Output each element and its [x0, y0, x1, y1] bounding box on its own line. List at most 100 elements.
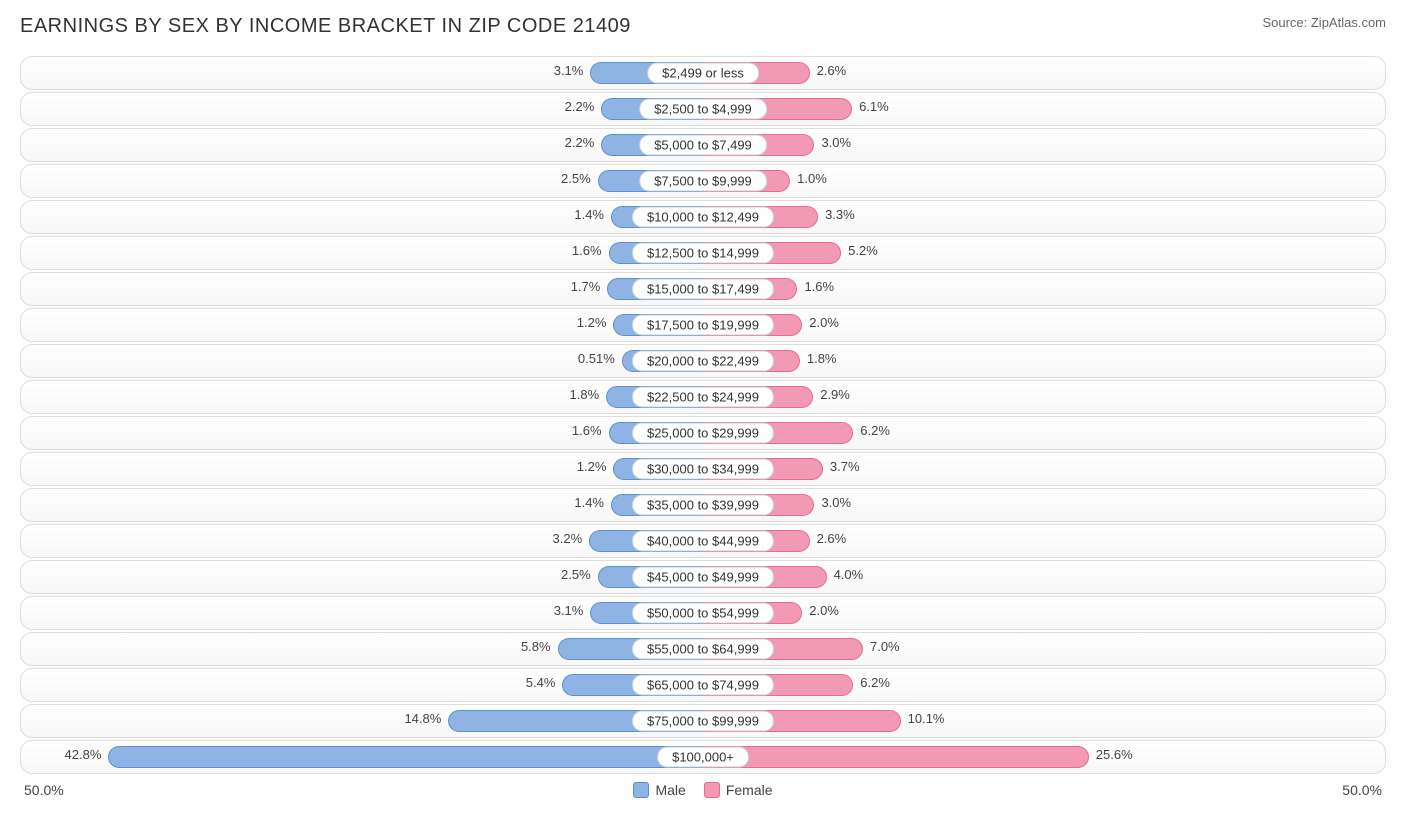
- female-pct-label: 3.0%: [813, 135, 851, 150]
- female-half: 2.6%: [703, 57, 1385, 89]
- male-pct-label: 1.7%: [571, 279, 609, 294]
- male-pct-label: 2.5%: [561, 171, 599, 186]
- male-half: 1.7%: [21, 273, 703, 305]
- chart-row: 1.7% 1.6% $15,000 to $17,499: [20, 272, 1386, 306]
- male-half: 0.51%: [21, 345, 703, 377]
- male-half: 3.2%: [21, 525, 703, 557]
- chart-row: 1.4%3.3%$10,000 to $12,499: [20, 200, 1386, 234]
- male-pct-label: 5.4%: [526, 675, 564, 690]
- chart-row: 14.8%10.1%$75,000 to $99,999: [20, 704, 1386, 738]
- source-attribution: Source: ZipAtlas.com: [1262, 15, 1386, 30]
- male-half: 2.2%: [21, 129, 703, 161]
- chart-row: 2.5% 1.0%$7,500 to $9,999: [20, 164, 1386, 198]
- legend-male-label: Male: [655, 782, 685, 798]
- chart-row: 5.8% 7.0%$55,000 to $64,999: [20, 632, 1386, 666]
- male-pct-label: 1.8%: [570, 387, 608, 402]
- bracket-label: $35,000 to $39,999: [632, 495, 774, 516]
- male-half: 1.2%: [21, 309, 703, 341]
- male-pct-label: 2.2%: [565, 99, 603, 114]
- male-half: 1.4%: [21, 489, 703, 521]
- male-half: 2.2%: [21, 93, 703, 125]
- chart-row: 1.2% 2.0% $17,500 to $19,999: [20, 308, 1386, 342]
- male-half: 3.1%: [21, 597, 703, 629]
- bracket-label: $65,000 to $74,999: [632, 675, 774, 696]
- bracket-label: $100,000+: [657, 747, 749, 768]
- bracket-label: $22,500 to $24,999: [632, 387, 774, 408]
- chart-row: 2.2% 3.0% $5,000 to $7,499: [20, 128, 1386, 162]
- female-half: 3.7%: [703, 453, 1385, 485]
- chart-row: 1.8% 2.9% $22,500 to $24,999: [20, 380, 1386, 414]
- bracket-label: $17,500 to $19,999: [632, 315, 774, 336]
- legend-female-label: Female: [726, 782, 773, 798]
- chart-title: EARNINGS BY SEX BY INCOME BRACKET IN ZIP…: [20, 15, 631, 38]
- female-half: 3.0%: [703, 129, 1385, 161]
- female-half: 2.9%: [703, 381, 1385, 413]
- male-half: 1.4%: [21, 201, 703, 233]
- female-pct-label: 1.8%: [799, 351, 837, 366]
- chart-row: 2.5% 4.0%$45,000 to $49,999: [20, 560, 1386, 594]
- bracket-label: $10,000 to $12,499: [632, 207, 774, 228]
- bracket-label: $55,000 to $64,999: [632, 639, 774, 660]
- chart-row: 5.4%6.2%$65,000 to $74,999: [20, 668, 1386, 702]
- female-half: 7.0%: [703, 633, 1385, 665]
- female-half: 4.0%: [703, 561, 1385, 593]
- female-half: 2.6%: [703, 525, 1385, 557]
- female-half: 6.1%: [703, 93, 1385, 125]
- male-pct-label: 3.1%: [554, 603, 592, 618]
- male-half: 5.4%: [21, 669, 703, 701]
- chart-row: 1.6% 6.2% $25,000 to $29,999: [20, 416, 1386, 450]
- female-pct-label: 2.0%: [801, 603, 839, 618]
- male-pct-label: 1.2%: [577, 315, 615, 330]
- female-pct-label: 3.7%: [822, 459, 860, 474]
- male-half: 1.2%: [21, 453, 703, 485]
- bracket-label: $7,500 to $9,999: [639, 171, 767, 192]
- male-pct-label: 2.5%: [561, 567, 599, 582]
- female-half: 1.0%: [703, 165, 1385, 197]
- male-bar: 42.8%: [108, 746, 703, 768]
- male-half: 3.1%: [21, 57, 703, 89]
- female-pct-label: 25.6%: [1088, 747, 1133, 762]
- female-pct-label: 6.2%: [852, 423, 890, 438]
- female-half: 1.6%: [703, 273, 1385, 305]
- female-pct-label: 10.1%: [900, 711, 945, 726]
- male-half: 14.8%: [21, 705, 703, 737]
- female-half: 3.3%: [703, 201, 1385, 233]
- female-half: 6.2%: [703, 417, 1385, 449]
- female-pct-label: 5.2%: [840, 243, 878, 258]
- chart-footer: 50.0% Male Female 50.0%: [20, 782, 1386, 798]
- chart-row: 1.2% 3.7% $30,000 to $34,999: [20, 452, 1386, 486]
- female-pct-label: 1.6%: [796, 279, 834, 294]
- female-pct-label: 2.0%: [801, 315, 839, 330]
- male-pct-label: 3.2%: [553, 531, 591, 546]
- bracket-label: $12,500 to $14,999: [632, 243, 774, 264]
- male-pct-label: 3.1%: [554, 63, 592, 78]
- female-half: 5.2%: [703, 237, 1385, 269]
- male-half: 5.8%: [21, 633, 703, 665]
- legend: Male Female: [633, 782, 772, 798]
- male-half: 1.8%: [21, 381, 703, 413]
- male-pct-label: 1.6%: [572, 243, 610, 258]
- male-pct-label: 42.8%: [65, 747, 110, 762]
- bracket-label: $5,000 to $7,499: [639, 135, 767, 156]
- bracket-label: $15,000 to $17,499: [632, 279, 774, 300]
- bracket-label: $50,000 to $54,999: [632, 603, 774, 624]
- bracket-label: $45,000 to $49,999: [632, 567, 774, 588]
- female-half: 2.0%: [703, 309, 1385, 341]
- bracket-label: $30,000 to $34,999: [632, 459, 774, 480]
- female-bar: 25.6%: [703, 746, 1089, 768]
- male-half: 1.6%: [21, 417, 703, 449]
- female-pct-label: 2.9%: [812, 387, 850, 402]
- bracket-label: $40,000 to $44,999: [632, 531, 774, 552]
- female-swatch-icon: [704, 782, 720, 798]
- male-half: 2.5%: [21, 561, 703, 593]
- female-half: 10.1%: [703, 705, 1385, 737]
- male-pct-label: 2.2%: [565, 135, 603, 150]
- bracket-label: $25,000 to $29,999: [632, 423, 774, 444]
- male-half: 1.6%: [21, 237, 703, 269]
- chart-row: 1.6% 5.2% $12,500 to $14,999: [20, 236, 1386, 270]
- legend-item-male: Male: [633, 782, 685, 798]
- bracket-label: $20,000 to $22,499: [632, 351, 774, 372]
- female-half: 1.8%: [703, 345, 1385, 377]
- male-pct-label: 5.8%: [521, 639, 559, 654]
- male-half: 2.5%: [21, 165, 703, 197]
